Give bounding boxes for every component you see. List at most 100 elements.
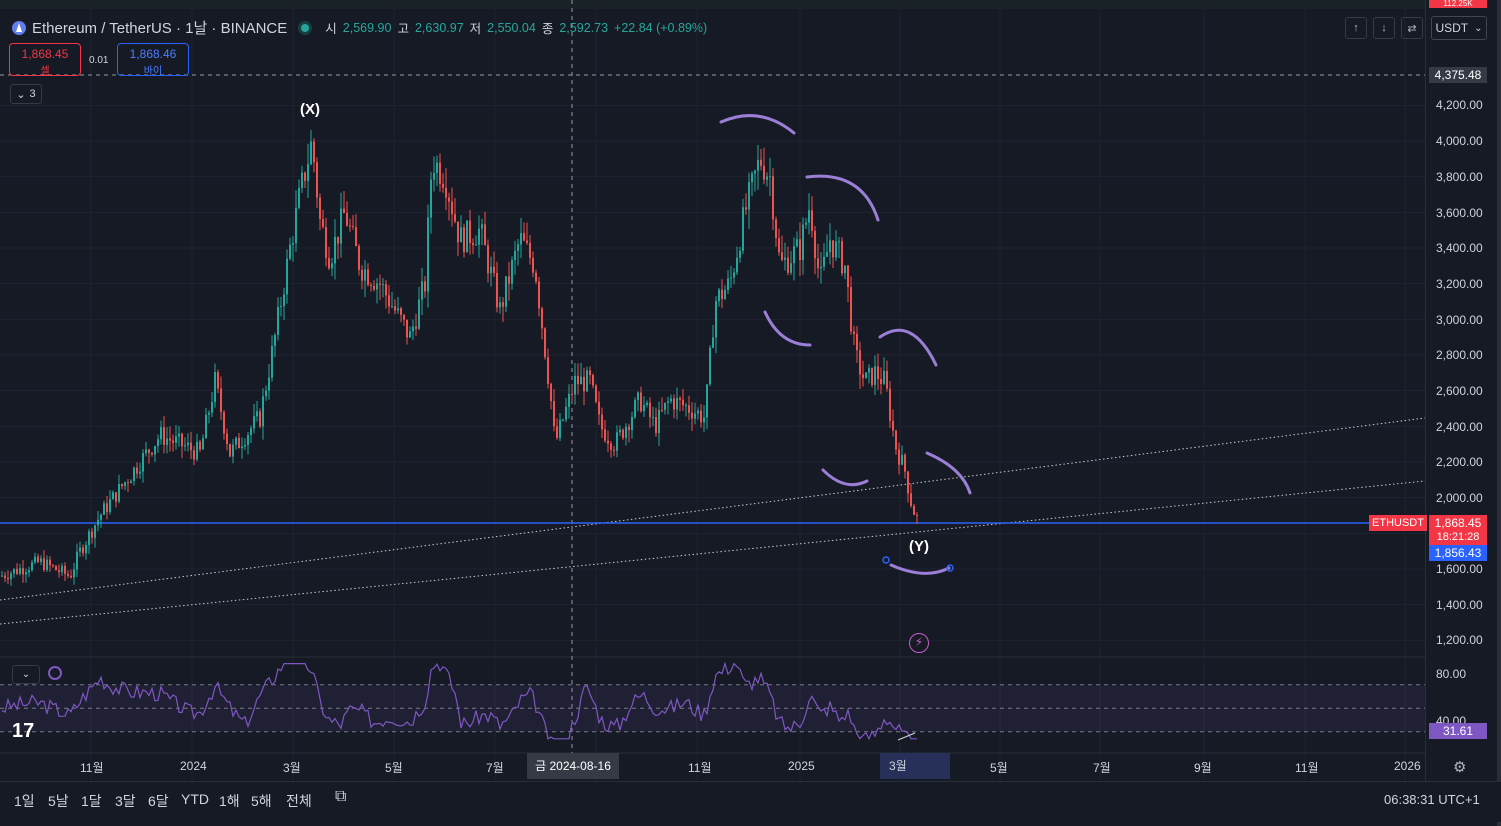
candle-body bbox=[757, 159, 759, 171]
candle-body bbox=[439, 162, 441, 184]
candle-body bbox=[577, 375, 579, 385]
candle-body bbox=[181, 433, 183, 447]
scroll-down-button[interactable]: ↓ bbox=[1373, 17, 1395, 39]
candle-body bbox=[235, 437, 237, 445]
highlighted-month: 3월 bbox=[880, 753, 950, 779]
candle-body bbox=[343, 208, 345, 214]
candle-body bbox=[673, 398, 675, 410]
spread-value: 0.01 bbox=[89, 55, 109, 66]
bottom-toolbar bbox=[0, 781, 1501, 822]
candle-body bbox=[889, 388, 891, 421]
indicators-collapse-button[interactable]: ⌄ 3 bbox=[10, 84, 42, 104]
range-button[interactable]: YTD bbox=[181, 791, 209, 807]
candle-body bbox=[736, 257, 738, 273]
scroll-up-button[interactable]: ↑ bbox=[1345, 17, 1367, 39]
rsi-indicator-icon[interactable] bbox=[48, 666, 62, 680]
candle-body bbox=[469, 220, 471, 244]
candle-body bbox=[490, 266, 492, 274]
candle-body bbox=[583, 376, 585, 392]
lightning-icon[interactable]: ⚡ bbox=[909, 633, 929, 653]
time-tick: 11월 bbox=[80, 761, 104, 775]
candle-body bbox=[229, 443, 231, 457]
candle-body bbox=[496, 273, 498, 308]
price-tick: 2,200.00 bbox=[1436, 455, 1483, 469]
candle-body bbox=[838, 241, 840, 243]
candle-body bbox=[658, 409, 660, 434]
tradingview-logo[interactable]: 17 bbox=[12, 720, 35, 742]
candle-body bbox=[523, 233, 525, 241]
low-value: 2,550.04 bbox=[487, 20, 536, 35]
open-value: 2,569.90 bbox=[342, 20, 392, 35]
candle-body bbox=[706, 384, 708, 418]
date-range-icon[interactable]: ⧉ bbox=[335, 788, 347, 805]
candle-body bbox=[898, 449, 900, 465]
candle-body bbox=[886, 370, 888, 389]
symbol-title[interactable]: Ethereum / TetherUS · 1날 · BINANCE bbox=[32, 20, 288, 37]
candle-body bbox=[7, 577, 9, 580]
range-button[interactable]: 6달 bbox=[148, 793, 169, 809]
candle-body bbox=[871, 367, 873, 385]
candle-body bbox=[763, 165, 765, 180]
candle-body bbox=[253, 416, 255, 429]
last-price-tag: 1,868.45 bbox=[1429, 515, 1487, 531]
candle-body bbox=[16, 568, 18, 574]
candle-body bbox=[202, 438, 204, 450]
candle-body bbox=[628, 426, 630, 431]
drawing-handle bbox=[882, 556, 890, 564]
open-key: 시 bbox=[325, 22, 337, 36]
candle-body bbox=[355, 227, 357, 247]
gear-icon[interactable]: ⚙ bbox=[1453, 759, 1467, 776]
range-button[interactable]: 1일 bbox=[14, 793, 35, 809]
candle-body bbox=[793, 246, 795, 264]
range-button[interactable]: 전체 bbox=[286, 793, 312, 809]
candle-body bbox=[466, 220, 468, 253]
range-button[interactable]: 3달 bbox=[115, 793, 136, 809]
candle-body bbox=[847, 265, 849, 288]
drawn-arc bbox=[805, 174, 880, 222]
candle-body bbox=[67, 573, 69, 576]
candle-body bbox=[604, 429, 606, 441]
price-tick: 3,000.00 bbox=[1436, 313, 1483, 327]
currency-select[interactable]: USDT ⌄ bbox=[1431, 16, 1487, 40]
candle-body bbox=[40, 558, 42, 562]
buy-button[interactable]: 1,868.46 바이 bbox=[117, 43, 189, 77]
candle-body bbox=[199, 441, 201, 450]
candle-body bbox=[640, 392, 642, 412]
sell-button[interactable]: 1,868.45 셀 bbox=[9, 43, 81, 77]
candle-body bbox=[607, 440, 609, 444]
candle-body bbox=[700, 410, 702, 423]
candle-body bbox=[97, 519, 99, 526]
rsi-collapse-button[interactable]: ⌄ bbox=[12, 665, 40, 684]
candle-body bbox=[688, 405, 690, 413]
candle-body bbox=[799, 239, 801, 261]
sell-price: 1,868.45 bbox=[21, 47, 69, 61]
range-button[interactable]: 5해 bbox=[251, 793, 272, 809]
candle-body bbox=[409, 331, 411, 338]
candle-body bbox=[406, 319, 408, 338]
candle-body bbox=[79, 547, 81, 552]
clock[interactable]: 06:38:31 UTC+1 bbox=[1384, 792, 1480, 807]
change-value: +22.84 (+0.89%) bbox=[614, 20, 708, 35]
candle-body bbox=[568, 393, 570, 407]
candle-body bbox=[790, 263, 792, 273]
candle-body bbox=[277, 306, 279, 335]
candle-body bbox=[733, 272, 735, 278]
range-button[interactable]: 5날 bbox=[48, 793, 69, 809]
range-button[interactable]: 1해 bbox=[219, 793, 240, 809]
candle-body bbox=[445, 187, 447, 198]
candle-body bbox=[637, 392, 639, 401]
candle-body bbox=[715, 301, 717, 338]
candle-body bbox=[517, 244, 519, 251]
candle-body bbox=[379, 283, 381, 285]
buy-price: 1,868.46 bbox=[129, 47, 177, 61]
top-volume-badge: 112.25K bbox=[1429, 0, 1487, 8]
range-button[interactable]: 1달 bbox=[81, 793, 102, 809]
candle-body bbox=[133, 467, 135, 481]
candle-body bbox=[265, 390, 267, 397]
candle-body bbox=[259, 411, 261, 427]
rsi-tick-80: 80.00 bbox=[1436, 667, 1467, 681]
compare-button[interactable]: ⇄ bbox=[1401, 17, 1423, 39]
candle-body bbox=[304, 172, 306, 181]
compare-icon: ⇄ bbox=[1407, 22, 1417, 35]
